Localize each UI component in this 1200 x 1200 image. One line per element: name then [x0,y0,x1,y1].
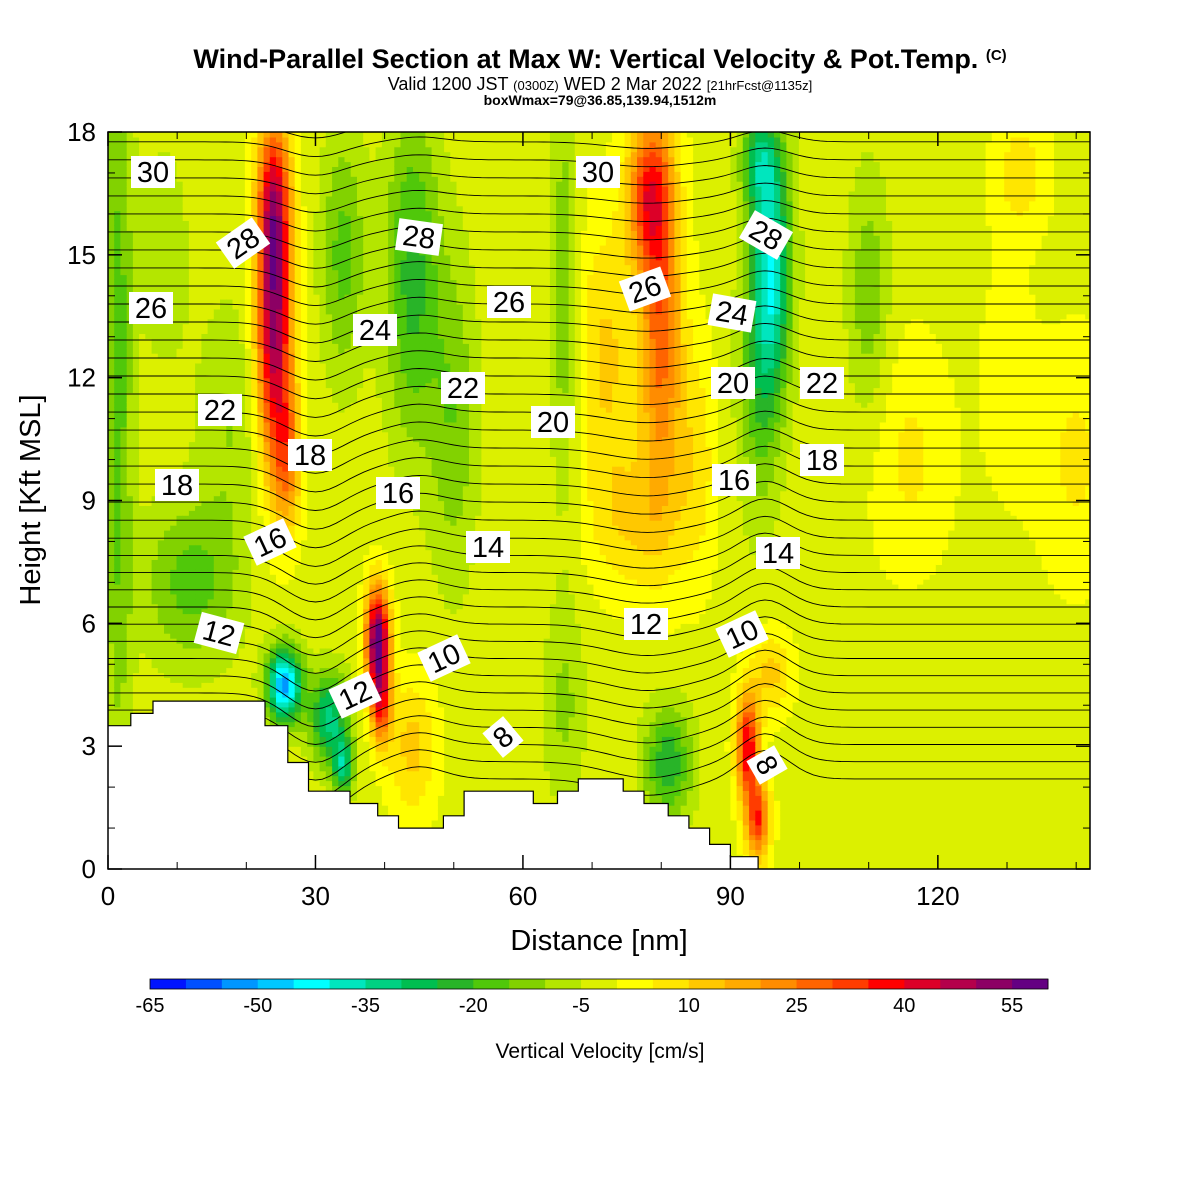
y-tick-label: 18 [67,117,96,147]
y-tick-label: 9 [82,486,96,516]
colorbar-swatch [150,979,186,989]
y-tick-label: 6 [82,608,96,638]
colorbar-swatch [761,979,797,989]
colorbar-swatch [437,979,473,989]
colorbar-label: -65 [136,995,165,1017]
colorbar-swatch [258,979,294,989]
y-tick-label: 0 [82,854,96,884]
theta-label-text: 14 [762,538,794,570]
colorbar-swatch [1012,979,1048,989]
colorbar-swatch [904,979,940,989]
colorbar-swatch [832,979,868,989]
y-tick-label: 12 [67,363,96,393]
theta-label: 18 [155,469,199,502]
theta-label: 22 [800,367,844,400]
colorbar-swatch [186,979,222,989]
theta-label-text: 22 [447,373,479,405]
theta-label: 14 [756,537,800,570]
theta-label: 22 [198,394,242,427]
colorbar-swatch [976,979,1012,989]
y-axis-title: Height [Kft MSL] [15,394,47,605]
x-tick-label: 120 [916,881,959,911]
theta-label-text: 26 [135,293,167,325]
theta-label: 28 [395,218,443,257]
x-axis-title: Distance [nm] [510,925,687,957]
theta-label-text: 24 [713,295,750,332]
theta-label: 16 [376,477,420,510]
colorbar-swatch [689,979,725,989]
x-tick-label: 0 [101,881,115,911]
colorbar-title: Vertical Velocity [cm/s] [496,1040,705,1063]
x-tick-label: 60 [508,881,537,911]
colorbar-label: -50 [243,995,272,1017]
theta-label-text: 30 [137,157,169,189]
theta-label-text: 22 [204,395,236,427]
theta-label-text: 28 [401,220,437,256]
theta-label-text: 20 [537,407,569,439]
colorbar-label: -20 [459,995,488,1017]
colorbar-swatch [545,979,581,989]
theta-label: 26 [129,292,173,325]
theta-label: 16 [712,464,756,497]
theta-label-text: 30 [582,157,614,189]
colorbar-swatch [617,979,653,989]
theta-label-text: 18 [294,440,326,472]
colorbar-label: -5 [572,995,590,1017]
colorbar-swatch [940,979,976,989]
colorbar-label: 40 [893,995,915,1017]
theta-isoline [108,78,1090,101]
theta-label: 20 [531,406,575,439]
colorbar-swatch [330,979,366,989]
chart-svg: 30 3028 28 2826 26 2624 242222 2220201818 181616… [0,0,1200,1200]
y-tick-label: 15 [67,240,96,270]
theta-label: 18 [800,444,844,477]
colorbar-label: 55 [1001,995,1023,1017]
theta-label-text: 24 [359,315,391,347]
theta-isoline [108,95,1090,119]
theta-label-text: 22 [806,368,838,400]
colorbar-swatch [509,979,545,989]
colorbar-label: -35 [351,995,380,1017]
x-tick-label: 90 [716,881,745,911]
y-tick-label: 3 [82,731,96,761]
colorbar-swatch [797,979,833,989]
colorbar-swatch [581,979,617,989]
theta-label: 30 [131,156,175,189]
theta-label-text: 20 [717,368,749,400]
theta-label: 18 [288,439,332,472]
x-tick-label: 30 [301,881,330,911]
theta-label-text: 18 [161,470,193,502]
theta-label-text: 16 [382,478,414,510]
theta-label-text: 16 [718,465,750,497]
theta-label-text: 26 [493,287,525,319]
colorbar-swatch [222,979,258,989]
theta-label: 14 [466,531,510,564]
colorbar-label: 10 [678,995,700,1017]
colorbar-swatch [366,979,402,989]
theta-label: 26 [487,286,531,319]
colorbar-swatch [725,979,761,989]
theta-label: 24 [353,314,397,347]
colorbar-label: 25 [785,995,807,1017]
colorbar-swatch [868,979,904,989]
colorbar-swatch [401,979,437,989]
theta-label: 20 [711,367,755,400]
colorbar-swatch [294,979,330,989]
theta-label: 22 [441,372,485,405]
colorbar-swatch [473,979,509,989]
theta-label-text: 12 [630,609,662,641]
colorbar-swatch [653,979,689,989]
theta-label: 12 [624,608,668,641]
theta-label: 30 [576,156,620,189]
theta-label-text: 14 [472,532,504,564]
theta-label-text: 18 [806,445,838,477]
colorbar: -65 -50 -35 -20 -5 10 25 40 55 [136,979,1049,1017]
